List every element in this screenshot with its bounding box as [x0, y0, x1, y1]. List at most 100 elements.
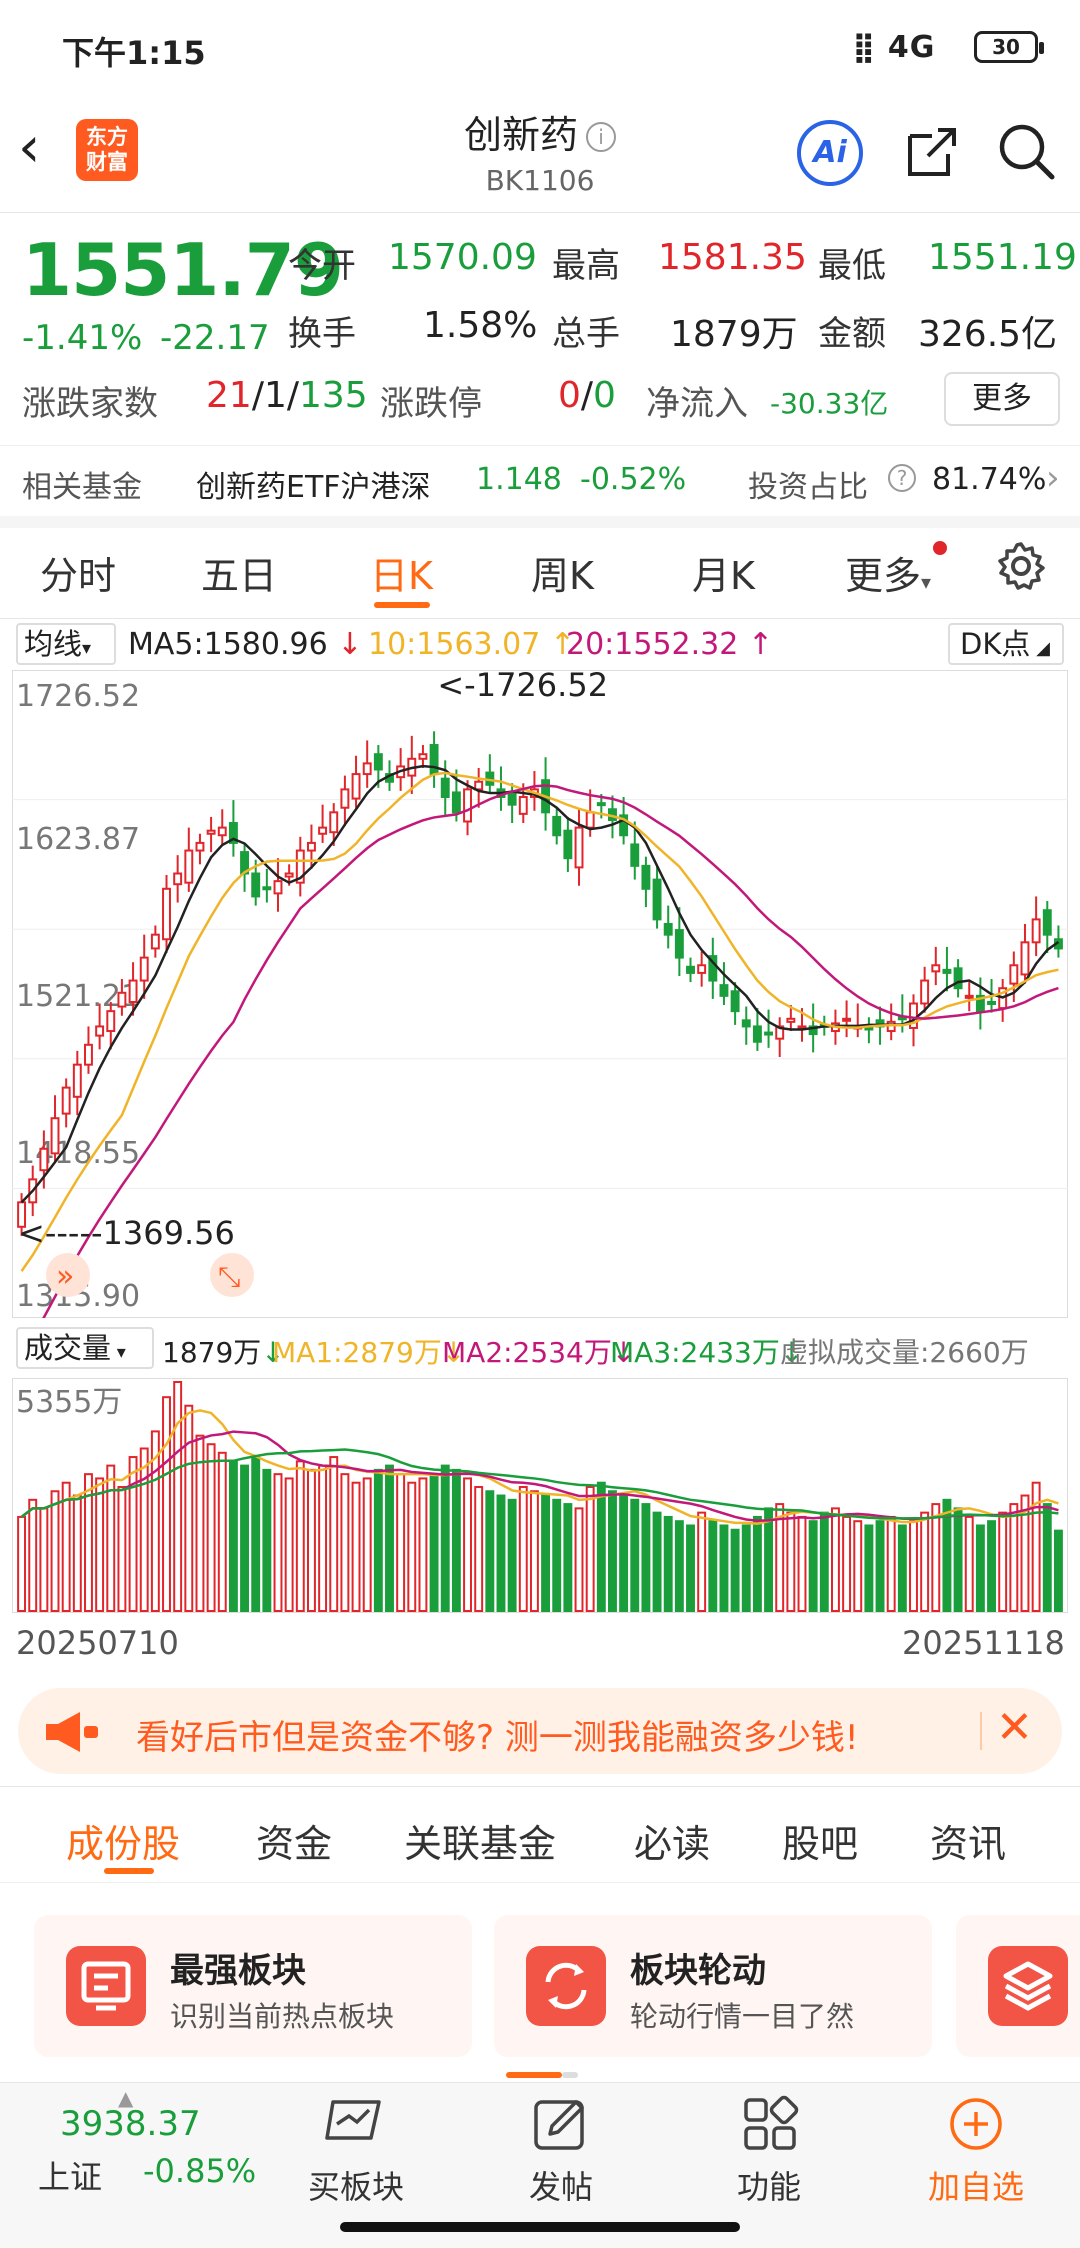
fund-name: 创新药ETF沪港深: [196, 470, 431, 505]
tab-must-read[interactable]: 必读: [634, 1822, 711, 1866]
candle: [663, 922, 673, 936]
turnover-label: 换手: [288, 314, 356, 354]
turnover-value: 1.58%: [423, 305, 538, 346]
volume-bar: [39, 1507, 49, 1612]
index-value[interactable]: 3938.37: [60, 2104, 201, 2144]
volume-indicator-select[interactable]: 成交量 ▾: [16, 1327, 154, 1369]
tab-constituents[interactable]: 成份股: [66, 1822, 181, 1866]
tab-daily-k[interactable]: 日K: [370, 554, 433, 598]
tab-funds-flow[interactable]: 资金: [256, 1822, 333, 1866]
index-pct[interactable]: -0.85%: [143, 2152, 257, 2190]
more-quote-button[interactable]: 更多: [944, 372, 1060, 426]
end-date: 20251118: [902, 1624, 1065, 1662]
volume-bar: [630, 1498, 640, 1612]
volume-bar: [752, 1515, 762, 1613]
volume-bar: [552, 1498, 562, 1612]
tab-related-funds[interactable]: 关联基金: [404, 1822, 557, 1866]
volume-bar: [451, 1468, 461, 1613]
expand-up-icon[interactable]: ▲: [118, 2086, 134, 2110]
volume-bar: [295, 1460, 305, 1612]
candle: [552, 815, 562, 837]
candle: [641, 864, 651, 890]
nav-buy-sector[interactable]: 买板块: [286, 2088, 426, 2206]
updown-counts: 21/1/135: [206, 375, 368, 416]
tab-five-day[interactable]: 五日: [201, 554, 278, 598]
tab-more[interactable]: 更多▾: [845, 554, 932, 598]
volume-bar: [842, 1515, 852, 1613]
volume-max-label: 5355万: [16, 1385, 122, 1420]
dk-point-select[interactable]: DK点 ◢: [948, 623, 1064, 665]
candle: [318, 826, 328, 835]
ma20-value: 20:1552.32 ↑: [566, 627, 774, 662]
network-indicator: ⣿ 4G: [852, 30, 936, 65]
start-date: 20250710: [16, 1624, 179, 1662]
expand-icon-glyph: ⤡: [218, 1260, 240, 1293]
volume-bar: [1053, 1529, 1063, 1612]
volume-bar: [819, 1511, 829, 1612]
close-icon[interactable]: ✕: [996, 1702, 1033, 1753]
candle: [429, 744, 439, 776]
megaphone-icon: [46, 1712, 98, 1752]
volume-bar: [306, 1468, 316, 1613]
tab-news[interactable]: 资讯: [930, 1822, 1007, 1866]
volume-bar: [864, 1524, 874, 1612]
nav-functions[interactable]: 功能: [699, 2088, 839, 2206]
volume-bar: [998, 1511, 1008, 1612]
candle: [150, 933, 160, 950]
candle: [373, 753, 383, 771]
indicator-select[interactable]: 均线▾: [16, 623, 116, 665]
volume-bar: [95, 1477, 105, 1612]
volume-bar: [541, 1494, 551, 1612]
tab-monthly-k[interactable]: 月K: [692, 554, 755, 598]
status-time: 下午1:15: [62, 34, 206, 72]
volume-chart[interactable]: 5355万: [12, 1378, 1068, 1613]
tab-intraday[interactable]: 分时: [40, 554, 117, 598]
back-button[interactable]: ‹: [18, 115, 41, 180]
low-value: 1551.19: [928, 237, 1077, 278]
candle: [440, 777, 450, 799]
volume-bar: [139, 1447, 149, 1612]
netflow-value: -30.33亿: [770, 387, 889, 420]
tab-forum[interactable]: 股吧: [782, 1822, 859, 1866]
collapse-icon: [46, 1253, 90, 1297]
card-title: 板块轮动: [630, 1951, 766, 1991]
volume-bar: [518, 1485, 528, 1612]
nav-post[interactable]: 发帖: [491, 2088, 631, 2206]
info-icon[interactable]: i: [586, 122, 616, 152]
candle: [730, 990, 740, 1013]
ai-button[interactable]: Ai: [797, 120, 863, 186]
volume-bar: [674, 1520, 684, 1612]
collapse-icon-glyph: »: [56, 1259, 74, 1294]
search-icon[interactable]: [995, 120, 1057, 182]
home-indicator: [340, 2222, 740, 2232]
volume-bar: [529, 1490, 539, 1612]
candlestick-chart[interactable]: 1726.521623.871521.211418.551315.90<-172…: [12, 670, 1068, 1318]
virtual-volume: 虚拟成交量:2660万: [780, 1336, 1029, 1369]
gear-icon[interactable]: [993, 538, 1049, 594]
volume-bar: [373, 1468, 383, 1613]
volume-bar: [184, 1404, 194, 1613]
volume-bar: [173, 1381, 183, 1612]
volume-bar: [931, 1503, 941, 1612]
card-strongest-sector[interactable]: 最强板块 识别当前热点板块: [34, 1915, 472, 2057]
volume-bar: [652, 1511, 662, 1612]
card-sector-rotation[interactable]: 板块轮动 轮动行情一目了然: [494, 1915, 932, 2057]
nav-add-watchlist[interactable]: 加自选: [906, 2088, 1046, 2206]
candle: [507, 791, 517, 806]
share-icon[interactable]: [902, 122, 962, 182]
card-partial[interactable]: [956, 1915, 1080, 2057]
related-fund-row[interactable]: 相关基金 创新药ETF沪港深 1.148 -0.52% 投资占比 ? 81.74…: [0, 458, 1080, 514]
tab-weekly-k[interactable]: 周K: [531, 554, 594, 598]
index-name[interactable]: 上证: [38, 2158, 103, 2196]
volume-bar: [686, 1524, 695, 1612]
volume-bar: [987, 1520, 996, 1612]
promo-banner[interactable]: 看好后市但是资金不够? 测一测我能融资多少钱! ✕: [18, 1688, 1062, 1774]
candle: [451, 791, 461, 814]
candle: [463, 788, 472, 823]
volume-bar: [830, 1507, 840, 1612]
status-bar: 下午1:15 ⣿ 4G 30: [0, 0, 1080, 95]
help-icon[interactable]: ?: [888, 464, 916, 492]
buy-sector-icon: [325, 2100, 381, 2140]
volume-bar: [641, 1503, 651, 1612]
ma10-line: [20, 771, 1059, 1272]
